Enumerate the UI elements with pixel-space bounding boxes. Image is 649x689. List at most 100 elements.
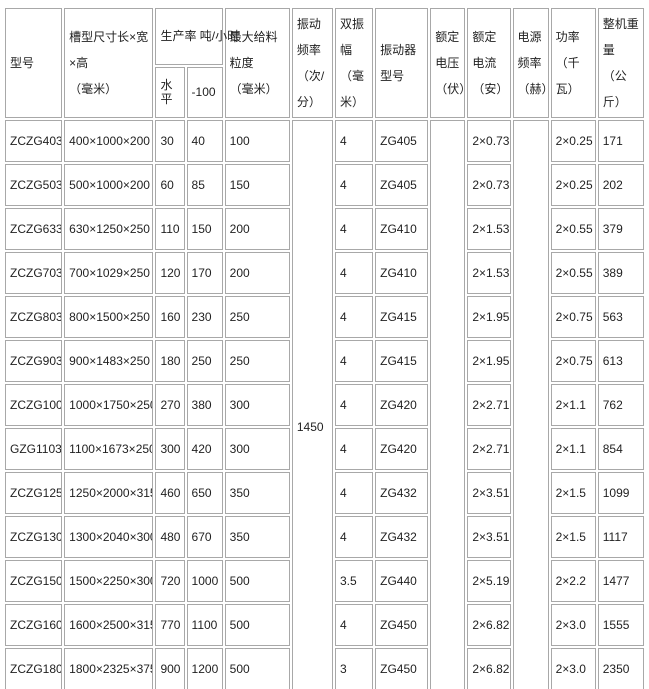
cell-model: ZCZG403 (5, 120, 63, 162)
cell-feed: 300 (224, 384, 290, 426)
cell-minus100: 1000 (186, 560, 223, 602)
header-row-sub: 水平 -100 (5, 66, 644, 118)
cell-vibrator: ZG410 (375, 252, 429, 294)
cell-weight: 762 (597, 384, 644, 426)
cell-amplitude: 4 (335, 252, 374, 294)
cell-minus100: 230 (186, 296, 223, 338)
cell-feed: 350 (224, 516, 290, 558)
cell-current: 2×1.95 (467, 340, 511, 382)
cell-current: 2×2.71 (467, 428, 511, 470)
cell-power: 2×0.75 (550, 340, 596, 382)
cell-weight: 1117 (597, 516, 644, 558)
cell-power: 2×0.25 (550, 120, 596, 162)
cell-trough: 400×1000×200 (64, 120, 154, 162)
cell-minus100: 40 (186, 120, 223, 162)
header-line: （公斤） (602, 69, 627, 109)
cell-current: 2×0.73 (467, 164, 511, 206)
header-line: （毫米） (229, 82, 278, 96)
cell-trough: 500×1000×200 (64, 164, 154, 206)
cell-feed: 150 (224, 164, 290, 206)
cell-minus100: 650 (186, 472, 223, 514)
cell-power: 2×3.0 (550, 604, 596, 646)
cell-trough: 1300×2040×300 (64, 516, 154, 558)
header-line: （毫米） (69, 82, 118, 96)
cell-minus100: 420 (186, 428, 223, 470)
merged-cell-vibration-frequency: 1450 (291, 120, 333, 689)
header-line: 电源频率 (517, 30, 542, 70)
cell-feed: 500 (224, 648, 290, 689)
cell-current: 2×3.51 (467, 516, 511, 558)
cell-power: 2×1.1 (550, 384, 596, 426)
cell-trough: 1800×2325×375 (64, 648, 154, 689)
table-row: ZCZG633 630×1250×250 110 150 200 4 ZG410 2×1.53… (5, 208, 644, 250)
cell-vibrator: ZG420 (375, 428, 429, 470)
cell-trough: 1100×1673×250 (64, 428, 154, 470)
cell-vibrator: ZG420 (375, 384, 429, 426)
table-row: GZG1103#1100×1673×2503004203004ZG4202×2.… (5, 428, 644, 470)
header-power: 功率 （千瓦） (550, 8, 596, 118)
cell-horizontal: 460 (155, 472, 185, 514)
cell-current: 2×0.73 (467, 120, 511, 162)
cell-amplitude: 4 (335, 120, 374, 162)
header-rated-current: 额定电流 （安） (467, 8, 511, 118)
header-line: 振动频率 (296, 17, 321, 57)
header-line: 额定电压 (435, 30, 460, 70)
cell-weight: 202 (597, 164, 644, 206)
cell-current: 2×2.71 (467, 384, 511, 426)
cell-horizontal: 60 (155, 164, 185, 206)
cell-power: 2×0.75 (550, 296, 596, 338)
cell-feed: 500 (224, 604, 290, 646)
cell-power: 2×1.5 (550, 472, 596, 514)
cell-horizontal: 270 (155, 384, 185, 426)
header-line: 生产率 吨/小时 (160, 29, 240, 44)
cell-horizontal: 720 (155, 560, 185, 602)
header-trough-size: 槽型尺寸长×宽×高 （毫米） (64, 8, 154, 118)
cell-model: ZCZG1603 (5, 604, 63, 646)
cell-amplitude: 4 (335, 428, 374, 470)
cell-amplitude: 4 (335, 472, 374, 514)
table-row: ZCZG803 800×1500×250 160 230 250 4 ZG415 2×1.95… (5, 296, 644, 338)
header-line: 最大给料粒度 (229, 30, 278, 70)
header-vibrator-model: 振动器型号 (375, 8, 429, 118)
cell-feed: 300 (224, 428, 290, 470)
cell-current: 2×5.19 (467, 560, 511, 602)
cell-power: 2×0.25 (550, 164, 596, 206)
cell-minus100: 150 (186, 208, 223, 250)
cell-power: 2×1.1 (550, 428, 596, 470)
header-line: 槽型尺寸长×宽×高 (69, 30, 149, 70)
cell-model: ZCZG903# (5, 340, 63, 382)
cell-amplitude: 4 (335, 516, 374, 558)
cell-amplitude: 4 (335, 384, 374, 426)
cell-minus100: 85 (186, 164, 223, 206)
cell-amplitude: 4 (335, 296, 374, 338)
cell-amplitude: 4 (335, 208, 374, 250)
cell-current: 2×3.51 (467, 472, 511, 514)
table-row: ZCZG903#900×1483×2501802502504ZG4152×1.9… (5, 340, 644, 382)
cell-horizontal: 900 (155, 648, 185, 689)
spec-table-body: ZCZG403 400×1000×200 30 40 100 1450 4 ZG405 2×0.… (5, 120, 644, 689)
cell-horizontal: 160 (155, 296, 185, 338)
cell-trough: 1000×1750×250 (64, 384, 154, 426)
cell-current: 2×6.82 (467, 648, 511, 689)
header-minus100: -100 (186, 66, 223, 118)
cell-vibrator: ZG450 (375, 648, 429, 689)
cell-horizontal: 30 (155, 120, 185, 162)
merged-cell-rated-voltage (430, 120, 466, 689)
cell-vibrator: ZG415 (375, 296, 429, 338)
cell-model: ZCZG1253 (5, 472, 63, 514)
cell-power: 2×0.55 (550, 252, 596, 294)
cell-feed: 100 (224, 120, 290, 162)
merged-cell-power-frequency (512, 120, 549, 689)
cell-trough: 630×1250×250 (64, 208, 154, 250)
cell-vibrator: ZG450 (375, 604, 429, 646)
cell-horizontal: 770 (155, 604, 185, 646)
cell-trough: 700×1029×250 (64, 252, 154, 294)
cell-trough: 1500×2250×300 (64, 560, 154, 602)
cell-amplitude: 3 (335, 648, 374, 689)
cell-minus100: 380 (186, 384, 223, 426)
cell-weight: 1555 (597, 604, 644, 646)
cell-horizontal: 480 (155, 516, 185, 558)
